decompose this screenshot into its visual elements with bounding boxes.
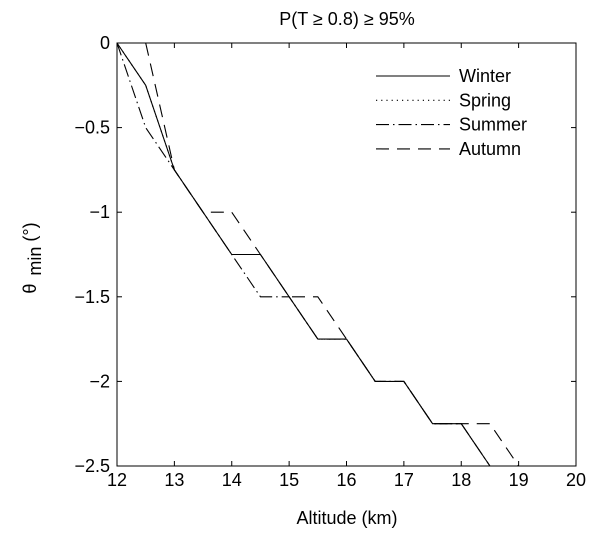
y-tick-label: −1.5 [74, 287, 110, 307]
series-line-autumn [145, 42, 520, 467]
x-axis: 12 13 14 15 16 17 18 19 20 [107, 43, 586, 490]
x-tick-label: 15 [279, 470, 299, 490]
legend-label-summer: Summer [459, 115, 527, 135]
y-axis: 0 −0.5 −1 −1.5 −2 −2.5 [74, 33, 576, 476]
x-tick-label: 13 [164, 470, 184, 490]
series-layer [116, 42, 520, 467]
chart-title: P(T ≥ 0.8) ≥ 95% [279, 9, 414, 29]
x-tick-label: 12 [107, 470, 127, 490]
y-axis-label-unit: (°) [20, 222, 40, 241]
y-tick-label: 0 [100, 33, 110, 53]
x-tick-label: 14 [222, 470, 242, 490]
legend: Winter Spring Summer Autumn [376, 66, 527, 159]
y-axis-label-subscript: min [25, 247, 45, 276]
x-tick-label: 17 [394, 470, 414, 490]
x-tick-label: 18 [451, 470, 471, 490]
y-axis-label: θ min (°) [20, 222, 45, 293]
y-tick-label: −2 [89, 371, 110, 391]
legend-label-autumn: Autumn [459, 139, 521, 159]
x-tick-label: 16 [336, 470, 356, 490]
legend-label-winter: Winter [459, 66, 511, 86]
y-tick-label: −2.5 [74, 456, 110, 476]
x-tick-label: 20 [566, 470, 586, 490]
x-tick-label: 19 [509, 470, 529, 490]
x-axis-label: Altitude (km) [296, 508, 397, 528]
legend-label-spring: Spring [459, 90, 511, 110]
y-axis-label-symbol: θ [20, 284, 40, 294]
y-tick-label: −1 [89, 202, 110, 222]
y-tick-label: −0.5 [74, 118, 110, 138]
